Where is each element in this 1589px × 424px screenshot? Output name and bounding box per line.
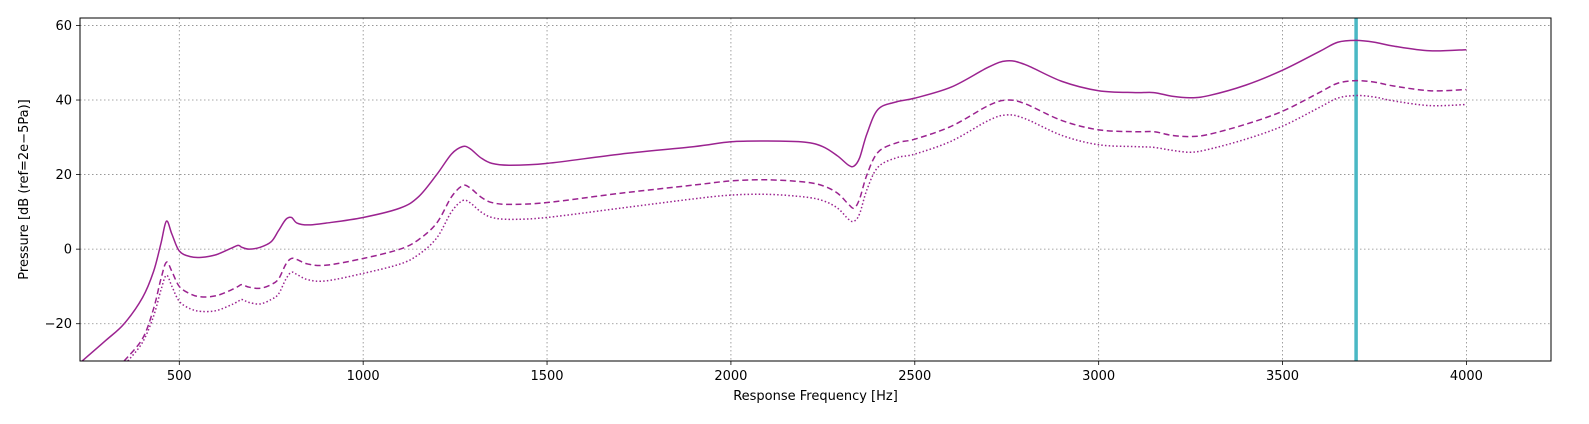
series-line-dashed — [123, 79, 1467, 361]
x-tick-label: 2500 — [898, 369, 931, 384]
y-tick-label: −20 — [45, 317, 72, 332]
y-tick-label: 0 — [64, 243, 72, 258]
plot-frame — [79, 17, 1552, 362]
grid — [80, 18, 1551, 361]
y-tick-label: 60 — [55, 19, 72, 34]
y-tick-label: 40 — [55, 94, 72, 109]
x-tick-label: 3000 — [1082, 369, 1115, 384]
series-line-dotted — [127, 94, 1467, 361]
y-axis-label: Pressure [dB (ref=2e−5Pa)] — [17, 99, 32, 279]
x-tick-label: 3500 — [1266, 369, 1299, 384]
y-tick-label: 20 — [55, 168, 72, 183]
y-axis-ticks: −20 0 20 40 60 — [45, 19, 80, 332]
x-axis-label: Response Frequency [Hz] — [733, 389, 898, 404]
x-tick-label: 4000 — [1450, 369, 1483, 384]
x-axis-ticks: 500 1000 1500 2000 2500 3000 3500 4000 — [167, 361, 1483, 384]
x-tick-label: 500 — [167, 369, 192, 384]
x-tick-label: 1500 — [530, 369, 563, 384]
series-group — [81, 39, 1467, 361]
x-tick-label: 2000 — [714, 369, 747, 384]
series-line-solid — [81, 39, 1467, 361]
x-tick-label: 1000 — [347, 369, 380, 384]
